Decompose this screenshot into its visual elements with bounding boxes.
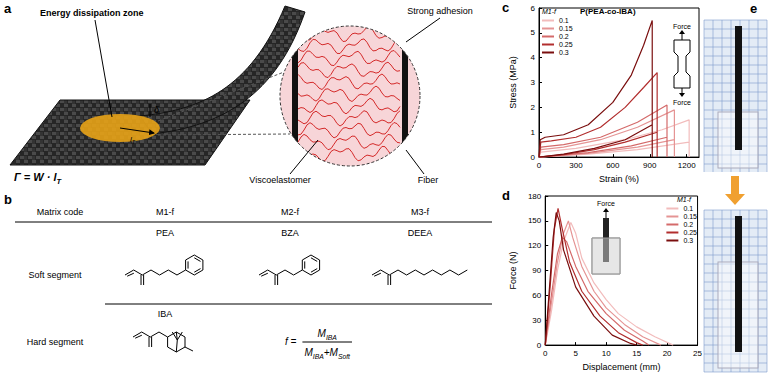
- svg-text:150: 150: [528, 216, 542, 225]
- svg-text:Displacement (mm): Displacement (mm): [582, 362, 660, 372]
- svg-text:Force (N): Force (N): [508, 252, 518, 290]
- svg-text:MIBA: MIBA: [318, 328, 338, 341]
- svg-text:0: 0: [531, 153, 536, 162]
- svg-text:BZA: BZA: [281, 228, 299, 238]
- svg-text:600: 600: [606, 161, 620, 170]
- svg-text:6: 6: [531, 4, 536, 13]
- svg-text:0.25: 0.25: [559, 41, 573, 48]
- svg-text:IBA: IBA: [158, 309, 173, 319]
- svg-text:a: a: [4, 1, 12, 16]
- svg-text:M3-f: M3-f: [411, 207, 429, 217]
- svg-text:Force: Force: [673, 99, 691, 106]
- svg-text:Hard segment: Hard segment: [27, 337, 84, 347]
- svg-text:d: d: [502, 188, 510, 203]
- svg-text:0.3: 0.3: [559, 49, 569, 56]
- svg-text:M1-f: M1-f: [156, 207, 174, 217]
- svg-text:P(PEA-co-IBA): P(PEA-co-IBA): [580, 7, 636, 16]
- svg-text:δ: δ: [154, 105, 160, 115]
- svg-text:Strain (%): Strain (%): [599, 174, 639, 184]
- svg-text:10: 10: [602, 349, 611, 358]
- svg-text:0.25: 0.25: [683, 229, 697, 236]
- svg-text:1200: 1200: [678, 161, 696, 170]
- svg-text:Viscoelastomer: Viscoelastomer: [249, 175, 310, 185]
- svg-text:15: 15: [632, 349, 641, 358]
- svg-text:5: 5: [531, 28, 536, 37]
- svg-text:Stress (MPa): Stress (MPa): [508, 56, 518, 109]
- svg-text:lT: lT: [130, 135, 136, 145]
- svg-text:Force: Force: [597, 200, 615, 207]
- svg-text:0.2: 0.2: [559, 33, 569, 40]
- svg-text:Soft segment: Soft segment: [28, 270, 82, 280]
- svg-text:DEEA: DEEA: [408, 228, 433, 238]
- svg-text:20: 20: [663, 349, 672, 358]
- svg-text:MIBA+MSoft: MIBA+MSoft: [304, 347, 351, 360]
- svg-text:e: e: [750, 1, 757, 16]
- svg-text:Energy dissipation zone: Energy dissipation zone: [40, 8, 144, 18]
- svg-text:60: 60: [532, 291, 541, 300]
- svg-text:M2-f: M2-f: [281, 207, 299, 217]
- svg-text:120: 120: [528, 241, 542, 250]
- svg-text:Strong adhesion: Strong adhesion: [407, 6, 473, 16]
- svg-text:c: c: [502, 0, 509, 15]
- svg-text:0.15: 0.15: [559, 25, 573, 32]
- svg-text:2: 2: [531, 103, 536, 112]
- svg-text:30: 30: [532, 316, 541, 325]
- svg-text:Fiber: Fiber: [418, 175, 439, 185]
- svg-text:Γ = W · lT: Γ = W · lT: [14, 171, 62, 186]
- svg-text:180: 180: [528, 192, 542, 201]
- svg-text:4: 4: [531, 53, 536, 62]
- svg-text:300: 300: [569, 161, 583, 170]
- svg-text:Force: Force: [673, 23, 691, 30]
- svg-text:0: 0: [543, 349, 548, 358]
- svg-text:5: 5: [573, 349, 578, 358]
- svg-text:25: 25: [693, 349, 702, 358]
- svg-text:0.3: 0.3: [683, 237, 693, 244]
- svg-text:0.1: 0.1: [683, 205, 693, 212]
- svg-text:b: b: [4, 192, 12, 207]
- svg-text:M1-f: M1-f: [677, 196, 692, 203]
- svg-text:0.15: 0.15: [683, 213, 697, 220]
- svg-text:1: 1: [531, 128, 536, 137]
- svg-text:900: 900: [643, 161, 657, 170]
- svg-text:0.1: 0.1: [559, 17, 569, 24]
- svg-text:0.2: 0.2: [683, 221, 693, 228]
- svg-text:f =: f =: [285, 336, 297, 347]
- svg-text:0: 0: [537, 341, 542, 350]
- svg-text:3: 3: [531, 78, 536, 87]
- svg-text:Matrix code: Matrix code: [37, 207, 84, 217]
- svg-text:90: 90: [532, 266, 541, 275]
- svg-text:0: 0: [537, 161, 542, 170]
- svg-text:M1-f: M1-f: [542, 8, 557, 15]
- svg-text:PEA: PEA: [156, 228, 174, 238]
